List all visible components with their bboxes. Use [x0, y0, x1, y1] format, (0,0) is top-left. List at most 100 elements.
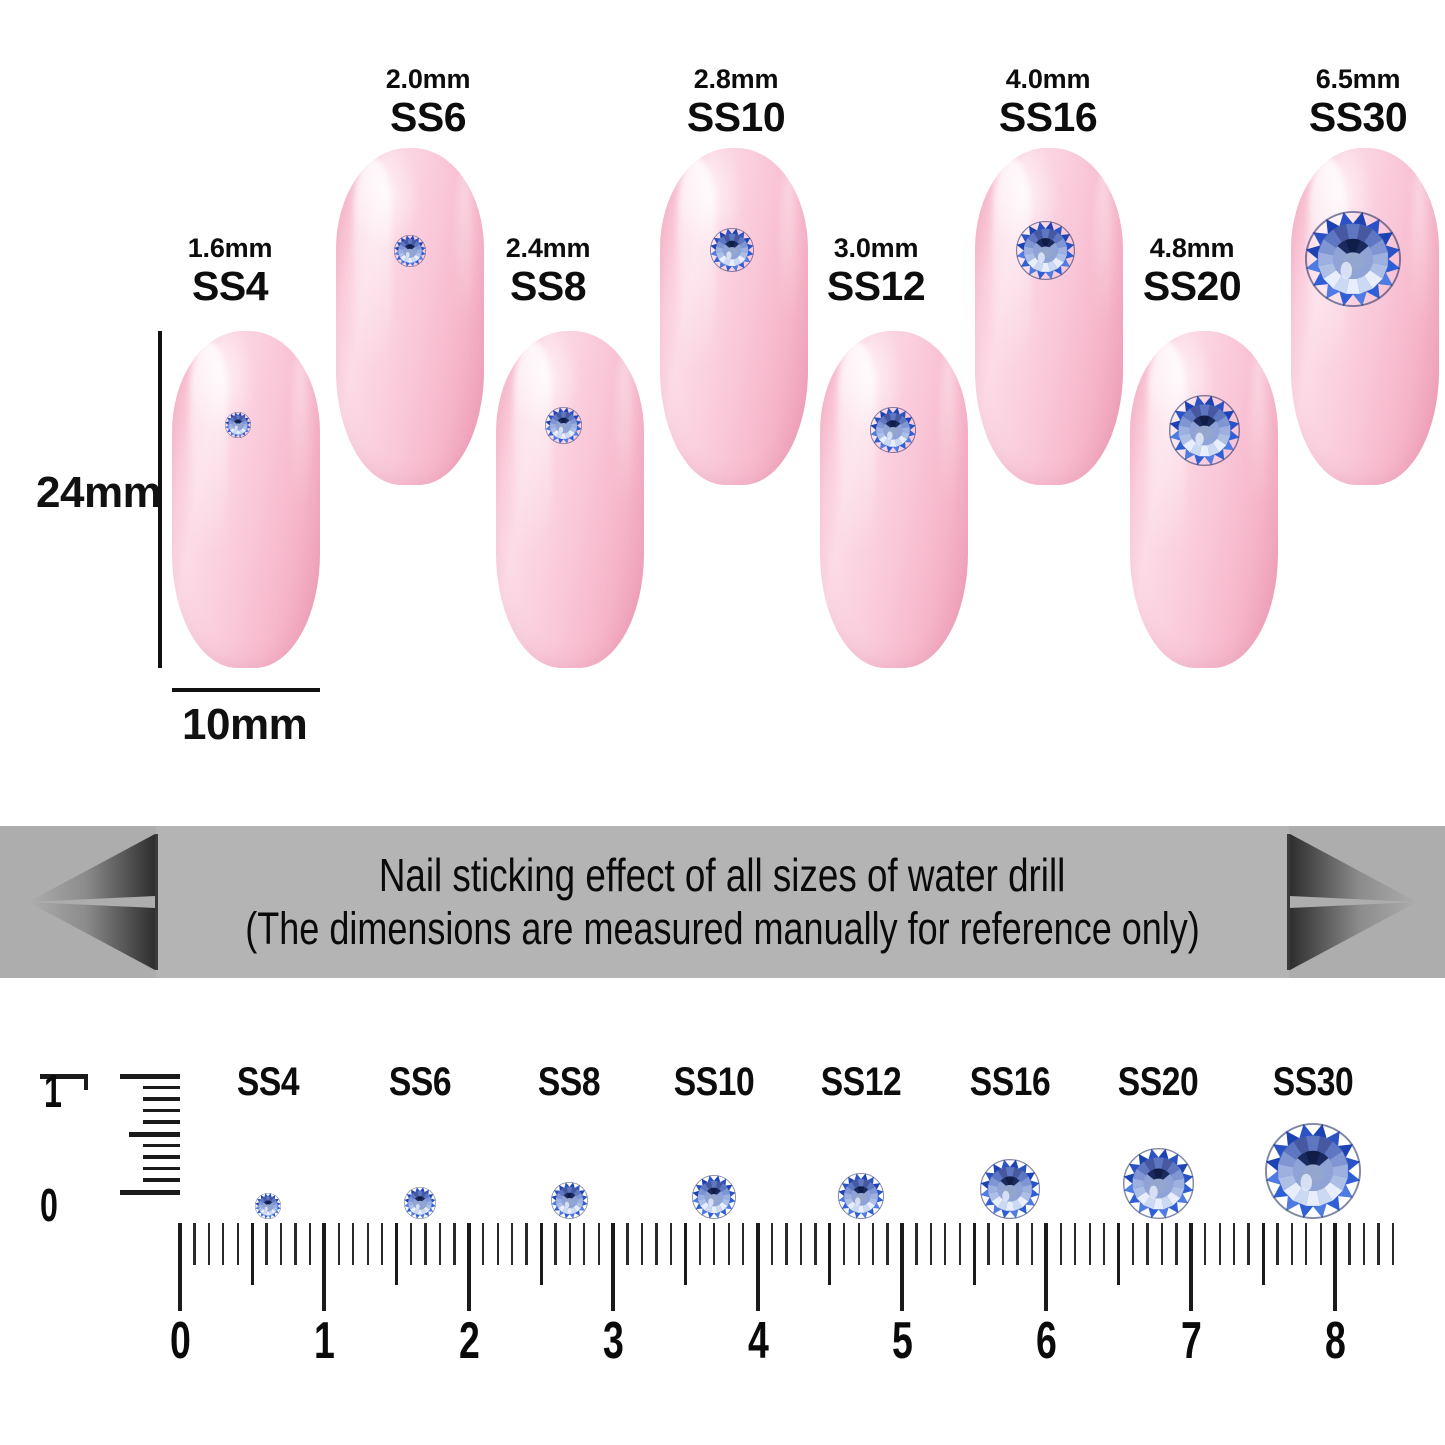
ruler-rhinestone-ss30: [1265, 1123, 1361, 1219]
ruler-tick: [755, 1223, 760, 1311]
ruler-number-4: 4: [747, 1312, 769, 1370]
ruler-rhinestone-ss20: [1122, 1148, 1194, 1219]
ruler-tick: [655, 1223, 658, 1265]
nail-mm-ss10: 2.8mm: [693, 64, 779, 94]
ruler-tick: [1059, 1223, 1062, 1265]
banner-line-1: Nail sticking effect of all sizes of wat…: [379, 848, 1066, 901]
nail-ss10: [660, 148, 808, 485]
nail-mm-ss30: 6.5mm: [1315, 64, 1401, 94]
ruler-size-tag-ss4: SS4: [236, 1060, 300, 1104]
ruler-tick: [799, 1223, 803, 1265]
nail-ss-ss16: SS16: [998, 94, 1098, 140]
nail-ss-ss30: SS30: [1308, 94, 1408, 140]
ruler-tick: [1333, 1223, 1338, 1311]
ruler-tick: [1276, 1223, 1279, 1265]
ruler-tick: [1261, 1223, 1265, 1285]
ruler-tick: [250, 1223, 254, 1285]
ruler-number-1: 1: [314, 1312, 335, 1370]
rhinestone-ss16: [1016, 221, 1075, 280]
ruler-number-6: 6: [1036, 1312, 1057, 1370]
nail-ss-ss8: SS8: [510, 263, 587, 309]
ruler-tick: [857, 1223, 860, 1265]
ruler-rhinestone-ss16: [980, 1159, 1040, 1219]
rhinestone-ss6: [394, 235, 426, 267]
nail-label-ss16: 4.0mm SS16: [962, 66, 1134, 138]
nail-gloss-right: [1249, 351, 1268, 547]
ruler-tick: [1175, 1223, 1178, 1265]
ruler-number-3: 3: [603, 1312, 624, 1370]
ruler-number-0: 0: [169, 1312, 191, 1370]
ruler-tick: [698, 1223, 701, 1265]
ruler-tick: [236, 1223, 239, 1265]
vertical-scale-tick: [120, 1074, 180, 1079]
vertical-scale-tick: [142, 1108, 180, 1113]
arrow-left-icon: [28, 834, 155, 970]
vertical-scale-flag: [40, 1074, 88, 1079]
ruler-tick: [727, 1223, 730, 1265]
ruler-tick: [871, 1223, 875, 1265]
nail-mm-ss16: 4.0mm: [1005, 64, 1091, 94]
ruler-tick: [510, 1223, 514, 1265]
ruler-tick: [1377, 1223, 1380, 1265]
nail-ss-ss10: SS10: [686, 94, 786, 140]
ruler-tick: [568, 1223, 572, 1265]
ruler-tick: [207, 1223, 211, 1265]
banner-right-edge: [1287, 834, 1290, 970]
ruler-tick: [308, 1223, 312, 1265]
height-measure-label: 24mm: [36, 468, 162, 517]
vertical-scale-flag-stem: [84, 1074, 88, 1090]
ruler-tick: [770, 1223, 774, 1265]
ruler-size-tag-ss16: SS16: [969, 1060, 1051, 1104]
nail-label-ss10: 2.8mm SS10: [650, 66, 822, 138]
nail-ss8: [496, 331, 644, 668]
ruler-tick: [1290, 1223, 1294, 1265]
nail-display-panel: 24mm 10mm 1.6mm SS4 2.0mm SS6 2.4mm SS8: [36, 64, 1439, 749]
ruler-tick: [1204, 1223, 1207, 1265]
ruler-tick: [193, 1223, 196, 1265]
rhinestone-ss4: [225, 412, 251, 438]
ruler-tick: [222, 1223, 225, 1265]
vertical-scale-tick: [120, 1190, 180, 1195]
vertical-scale-number-1: 1: [44, 1065, 62, 1117]
nail-ss16: [975, 148, 1123, 485]
nail-mm-ss20: 4.8mm: [1149, 233, 1235, 263]
ruler-tick: [352, 1223, 355, 1265]
nail-gloss-right: [615, 351, 634, 547]
nail-ss4: [172, 331, 320, 668]
ruler-number-5: 5: [891, 1312, 913, 1370]
ruler-tick: [409, 1223, 413, 1265]
ruler-tick: [785, 1223, 788, 1265]
arrow-right-icon: [1290, 834, 1417, 970]
ruler-tick: [814, 1223, 817, 1265]
nail-ss6: [336, 148, 484, 485]
nail-ss-ss12: SS12: [826, 263, 926, 309]
ruler-rhinestone-ss6: [404, 1187, 436, 1219]
ruler-tick: [915, 1223, 918, 1265]
ruler-tick: [482, 1223, 485, 1265]
vertical-scale-tick: [142, 1178, 180, 1182]
nail-label-ss8: 2.4mm SS8: [468, 235, 628, 307]
ruler-tick: [1117, 1223, 1121, 1285]
ruler-tick: [366, 1223, 369, 1265]
nail-mm-ss6: 2.0mm: [385, 64, 471, 94]
ruler-size-tag-ss10: SS10: [673, 1060, 755, 1104]
ruler-tick: [294, 1223, 297, 1265]
ruler-tick: [337, 1223, 340, 1265]
nail-gloss-right: [1410, 168, 1429, 364]
ruler-tick: [713, 1223, 716, 1265]
ruler-tick: [929, 1223, 933, 1265]
nail-ss-ss6: SS6: [390, 94, 467, 140]
vertical-scale-tick: [129, 1132, 180, 1137]
ruler-tick: [539, 1223, 543, 1285]
ruler-tick: [1001, 1223, 1005, 1265]
height-guide-line: [158, 331, 162, 668]
vertical-scale-tick: [142, 1143, 180, 1148]
rhinestone-ss12: [870, 407, 916, 453]
nail-mm-ss12: 3.0mm: [833, 233, 919, 263]
nail-label-ss6: 2.0mm SS6: [348, 66, 508, 138]
vertical-scale-number-0: 0: [40, 1179, 58, 1231]
width-guide-line: [172, 688, 320, 692]
banner: Nail sticking effect of all sizes of wat…: [0, 826, 1445, 978]
ruler-size-tag-ss6: SS6: [388, 1060, 452, 1104]
ruler-tick: [1030, 1223, 1034, 1265]
